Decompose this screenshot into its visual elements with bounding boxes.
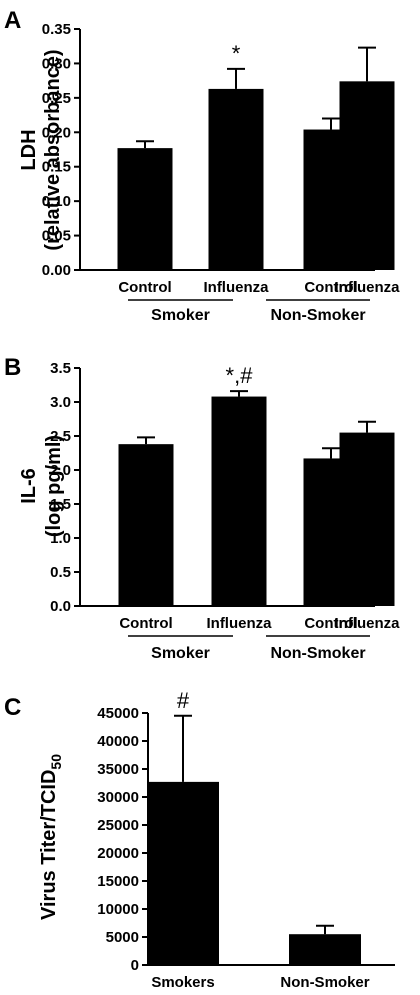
y-tick-label: 0.30: [42, 55, 71, 72]
y-tick-label: 15000: [97, 873, 139, 890]
y-tick-label: 3.5: [50, 360, 71, 377]
group-label: Smoker: [151, 645, 210, 662]
x-tick-label: Influenza: [203, 279, 269, 296]
y-tick-label: 5000: [106, 929, 139, 946]
bar: [118, 444, 174, 606]
significance-marker: *,#: [226, 363, 254, 388]
y-tick-label: 0.05: [42, 228, 71, 245]
bar: [339, 81, 395, 271]
chart-panel-b: B 0.0 0.5 1.0 1.5 2.0 2.5 3.0 3.5 Control *,# Influ…: [4, 354, 400, 662]
y-tick-label: 2.5: [50, 428, 71, 445]
bar: [211, 396, 267, 606]
x-tick-label: Influenza: [334, 615, 400, 632]
y-tick-label: 30000: [97, 789, 139, 806]
panel-letter: A: [4, 7, 21, 34]
bar: [289, 934, 361, 965]
panel-letter: C: [4, 694, 21, 721]
x-tick-label: Influenza: [206, 615, 272, 632]
y-tick-label: 0.25: [42, 90, 71, 107]
x-tick-label: Control: [118, 279, 171, 296]
x-tick-label: Control: [304, 279, 357, 296]
y-tick-label: 40000: [97, 733, 139, 750]
y-axis-label-subscript: 50: [48, 754, 64, 770]
x-tick-label: Control: [304, 615, 357, 632]
x-tick-label: Control: [119, 615, 172, 632]
significance-marker: *: [232, 41, 241, 66]
y-tick-label: 0.0: [50, 598, 71, 615]
y-tick-label: 0.20: [42, 124, 71, 141]
bar: [147, 781, 219, 965]
y-tick-label: 0.5: [50, 564, 71, 581]
y-axis-label: (relative absorbance): [42, 49, 64, 250]
y-tick-label: 0.00: [42, 262, 71, 279]
x-tick-label: Influenza: [334, 279, 400, 296]
y-tick-label: 45000: [97, 705, 139, 722]
bar: [339, 432, 395, 606]
group-label: Smoker: [151, 307, 210, 324]
y-tick-label: 1.5: [50, 496, 71, 513]
y-axis-label-main: Virus Titer/TCID: [38, 770, 60, 920]
chart-panel-a: A 0.00 0.05 0.10 0.15 0.20 0.25 0.30 0.35 Control…: [4, 7, 400, 324]
y-tick-label: 0.10: [42, 193, 71, 210]
y-tick-label: 0: [131, 957, 139, 974]
y-tick-label: 0.35: [42, 21, 71, 38]
y-axis-label: Virus Titer/TCID50: [38, 754, 64, 920]
y-tick-label: 2.0: [50, 462, 71, 479]
group-label: Non-Smoker: [270, 307, 365, 324]
y-axis-label: LDH: [18, 129, 40, 170]
x-tick-label: Smokers: [151, 974, 214, 991]
y-tick-label: 10000: [97, 901, 139, 918]
chart-panel-c: C 0 5000 10000 15000 20000 25000 30000 35000 4000…: [4, 688, 395, 991]
group-label: Non-Smoker: [270, 645, 365, 662]
bar: [208, 88, 264, 270]
y-tick-label: 20000: [97, 845, 139, 862]
panel-letter: B: [4, 354, 21, 381]
y-axis-label: IL-6: [18, 468, 40, 504]
y-tick-label: 3.0: [50, 394, 71, 411]
y-axis-label: (log pg/ml): [43, 435, 65, 537]
y-tick-label: 0.15: [42, 159, 71, 176]
x-tick-label: Non-Smoker: [280, 974, 369, 991]
y-tick-label: 25000: [97, 817, 139, 834]
y-tick-label: 35000: [97, 761, 139, 778]
bar: [117, 148, 173, 270]
y-tick-label: 1.0: [50, 530, 71, 547]
significance-marker: #: [177, 688, 190, 713]
